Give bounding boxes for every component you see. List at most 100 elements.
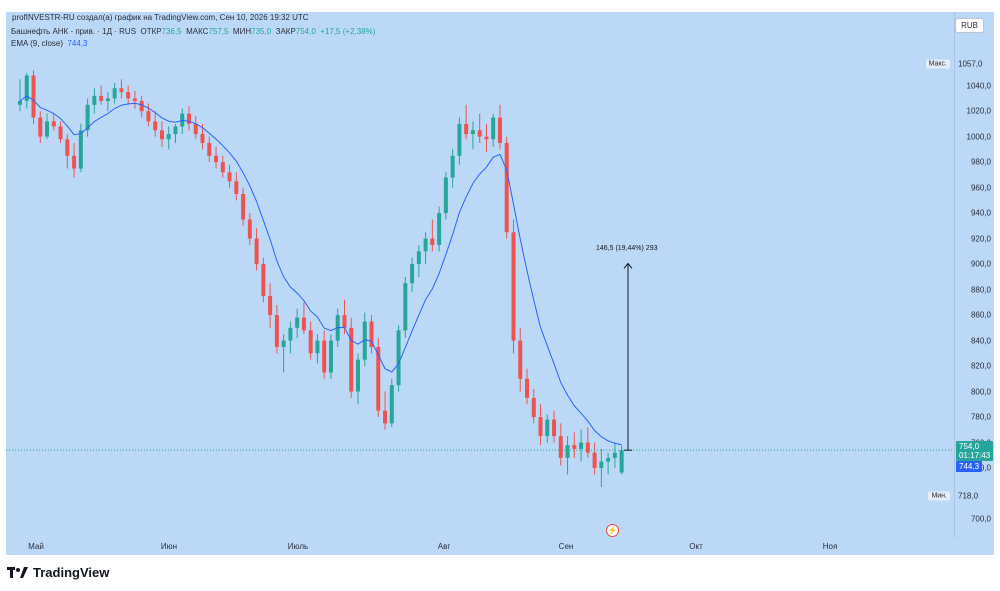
candle-body[interactable] [457,123,462,156]
candle-body[interactable] [126,92,131,99]
candle-body[interactable] [78,130,83,169]
candle-body[interactable] [288,327,293,341]
candle-body[interactable] [443,177,448,214]
candle-body[interactable] [396,330,401,386]
candle-body[interactable] [153,121,158,131]
candle-body[interactable] [579,442,584,449]
candle-body[interactable] [349,327,354,392]
flash-icon[interactable]: ⚡ [606,524,619,537]
candle-body[interactable] [234,181,239,194]
candle-body[interactable] [308,330,313,354]
candle-body[interactable] [139,100,144,112]
candle-body[interactable] [254,238,259,265]
candle-body[interactable] [437,213,442,245]
candle-body[interactable] [531,397,536,418]
candle-body[interactable] [261,264,266,296]
candle-body[interactable] [166,134,171,140]
candle-body[interactable] [65,139,70,156]
candle-body[interactable] [247,219,252,239]
candle-body[interactable] [585,442,590,453]
candle-body[interactable] [342,315,347,328]
candle-body[interactable] [430,238,435,245]
candle-body[interactable] [38,117,43,137]
candle-body[interactable] [301,317,306,331]
candle-body[interactable] [484,136,489,140]
candle-body[interactable] [491,117,496,140]
price-plot[interactable] [6,12,954,538]
candle-body[interactable] [187,113,191,124]
candle-body[interactable] [193,123,198,135]
candle-body[interactable] [477,130,482,137]
ema-legend-label[interactable]: EMA (9, close) [11,39,64,48]
candle-body[interactable] [159,130,164,140]
candle-body[interactable] [619,450,624,473]
candle-body[interactable] [606,457,611,462]
candle-body[interactable] [538,417,543,437]
candle-body[interactable] [295,317,300,328]
currency-button[interactable]: RUB [955,18,984,33]
candle-body[interactable] [85,104,90,131]
candle-body[interactable] [362,321,367,360]
candle-body[interactable] [18,100,22,105]
candle-body[interactable] [328,340,333,373]
candle-body[interactable] [572,445,577,449]
candle-body[interactable] [227,172,232,182]
candle-body[interactable] [274,315,279,347]
candle-body[interactable] [369,321,374,347]
candle-body[interactable] [315,340,320,354]
candle-body[interactable] [403,283,408,331]
candle-body[interactable] [545,419,550,437]
symbol-label[interactable]: Башнефть АНК - прив. · 1Д · RUS [11,27,137,36]
candle-body[interactable] [410,264,415,284]
tradingview-logo[interactable]: TradingView [7,565,109,580]
candle-body[interactable] [383,410,388,424]
candle-body[interactable] [558,436,563,458]
candle-body[interactable] [173,126,178,135]
candle-body[interactable] [99,95,104,101]
candle-body[interactable] [389,385,394,424]
candle-body[interactable] [207,143,212,156]
candle-body[interactable] [112,88,117,99]
y-tick-label: 1000,0 [966,132,991,142]
candle-body[interactable] [504,143,509,233]
candle-body[interactable] [241,194,246,220]
last-price-tag: 754,0 01:17:43 [956,441,994,462]
candle-body[interactable] [612,452,617,458]
candle-body[interactable] [200,134,205,144]
candle-body[interactable] [220,162,225,173]
candle-body[interactable] [423,238,428,252]
candle-body[interactable] [525,378,529,398]
candle-body[interactable] [24,75,29,101]
candle-body[interactable] [565,445,570,458]
candle-body[interactable] [58,126,63,140]
candle-body[interactable] [105,98,110,101]
candle-body[interactable] [497,117,502,144]
candle-body[interactable] [51,121,56,127]
x-tick-label: Июль [287,542,309,551]
candle-body[interactable] [416,251,421,265]
candle-body[interactable] [599,461,604,469]
candle-body[interactable] [356,359,360,392]
candle-body[interactable] [146,111,151,122]
candle-body[interactable] [45,121,50,137]
candle-body[interactable] [119,88,124,93]
candle-body[interactable] [72,155,77,169]
candle-body[interactable] [214,155,219,163]
candle-body[interactable] [92,95,97,105]
candle-body[interactable] [31,75,36,118]
candle-body[interactable] [552,419,557,437]
candle-body[interactable] [511,232,516,341]
candle-body[interactable] [450,155,455,178]
candle-body[interactable] [281,340,286,347]
candle-body[interactable] [592,452,597,469]
candle-body[interactable] [470,130,475,135]
candle-body[interactable] [132,98,137,101]
candle-body[interactable] [268,295,273,316]
chart-legend: Башнефть АНК - прив. · 1Д · RUS ОТКР736,… [11,26,375,50]
candle-body[interactable] [464,123,469,135]
brand-name: TradingView [33,565,110,580]
time-axis[interactable]: Май Июн Июль Авг Сен Окт Ноя [6,538,954,555]
candle-body[interactable] [322,340,327,373]
candle-body[interactable] [518,340,523,379]
candle-body[interactable] [376,346,381,411]
